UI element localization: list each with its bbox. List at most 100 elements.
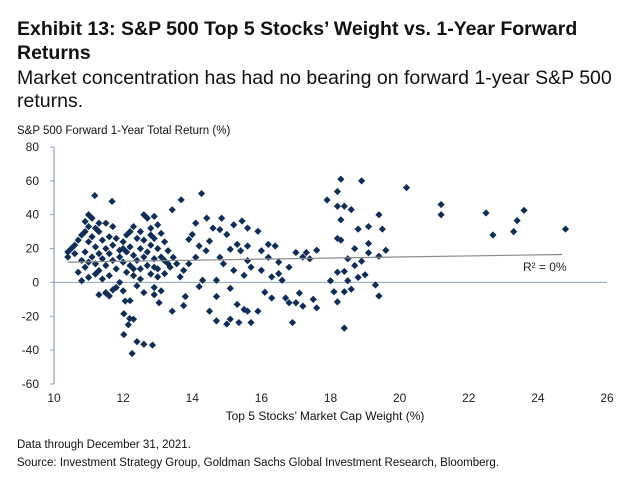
r-squared-label: R² = 0% <box>523 260 567 274</box>
data-point <box>278 276 286 284</box>
data-point <box>81 217 89 226</box>
data-point <box>84 273 93 281</box>
data-point <box>88 214 96 222</box>
data-point <box>205 237 214 245</box>
data-point <box>333 298 342 306</box>
data-point <box>143 248 151 256</box>
data-point <box>333 234 342 243</box>
data-point <box>166 263 174 271</box>
data-point <box>140 236 148 244</box>
data-point <box>177 196 185 204</box>
data-point <box>275 258 283 266</box>
data-point <box>235 318 243 327</box>
data-point <box>437 211 445 219</box>
data-point <box>268 294 276 302</box>
data-point <box>185 260 193 268</box>
data-point <box>119 244 127 253</box>
data-point <box>164 247 172 255</box>
data-point <box>185 235 193 244</box>
data-point <box>121 297 129 305</box>
data-point <box>337 216 345 224</box>
data-point <box>192 253 200 261</box>
data-point <box>120 330 128 339</box>
data-point <box>150 283 158 292</box>
data-point <box>81 263 89 271</box>
data-point <box>340 288 348 296</box>
x-tick-label: 26 <box>600 391 614 405</box>
data-point <box>154 273 162 281</box>
data-point <box>199 276 207 284</box>
data-point <box>203 214 211 222</box>
data-point <box>243 307 252 315</box>
data-point <box>375 252 383 260</box>
data-point <box>292 299 300 307</box>
data-point <box>340 267 348 276</box>
data-point <box>281 294 290 302</box>
data-point <box>288 318 297 327</box>
data-point <box>226 315 234 323</box>
data-point <box>91 243 100 251</box>
data-point <box>188 230 196 239</box>
x-axis-label: Top 5 Stocks’ Market Cap Weight (%) <box>225 409 425 423</box>
data-point <box>437 200 445 209</box>
data-point <box>116 253 124 261</box>
data-point <box>136 244 145 253</box>
data-point <box>197 189 206 198</box>
data-point <box>98 255 106 263</box>
data-point <box>112 234 120 243</box>
data-point <box>122 268 131 276</box>
data-point <box>71 250 79 258</box>
x-tick-label: 14 <box>186 391 200 405</box>
data-point <box>382 246 390 254</box>
data-point <box>161 270 169 278</box>
data-point <box>561 225 570 233</box>
data-point <box>375 292 383 300</box>
data-point <box>247 263 255 271</box>
data-point <box>212 292 221 301</box>
source-note: Source: Investment Strategy Group, Goldm… <box>17 457 499 469</box>
data-point <box>230 266 238 275</box>
data-point <box>292 248 300 257</box>
data-point <box>129 251 138 259</box>
data-point <box>271 242 279 250</box>
data-point <box>84 222 93 231</box>
data-point <box>233 240 241 248</box>
y-tick-label: 0 <box>32 275 39 289</box>
data-point <box>358 177 366 185</box>
data-point <box>102 219 110 227</box>
data-point <box>154 265 162 273</box>
x-tick-label: 18 <box>324 391 338 405</box>
data-point <box>147 224 155 232</box>
data-point <box>155 299 163 307</box>
data-point <box>154 221 162 229</box>
data-point <box>168 206 176 214</box>
data-point <box>126 297 134 305</box>
data-point <box>510 228 518 236</box>
data-point <box>295 289 303 297</box>
data-point <box>261 288 269 296</box>
data-point <box>240 271 248 279</box>
x-tick-label: 12 <box>116 391 130 405</box>
data-point <box>157 229 165 237</box>
data-point <box>133 256 141 265</box>
data-point <box>88 253 96 261</box>
data-point <box>402 184 411 192</box>
data-point <box>285 299 293 307</box>
data-point <box>205 307 214 315</box>
data-point <box>150 291 158 299</box>
data-point <box>219 260 227 268</box>
data-point <box>216 226 224 234</box>
data-point <box>109 286 117 294</box>
data-point <box>133 338 141 346</box>
data-point <box>105 233 113 241</box>
data-point <box>351 261 359 270</box>
data-point <box>254 307 262 315</box>
y-tick-label: 80 <box>26 140 40 154</box>
data-point <box>364 222 373 231</box>
data-point <box>489 231 497 239</box>
data-point <box>133 234 141 243</box>
y-tick-label: 40 <box>26 208 40 222</box>
data-point <box>129 272 138 280</box>
data-point <box>143 261 151 270</box>
